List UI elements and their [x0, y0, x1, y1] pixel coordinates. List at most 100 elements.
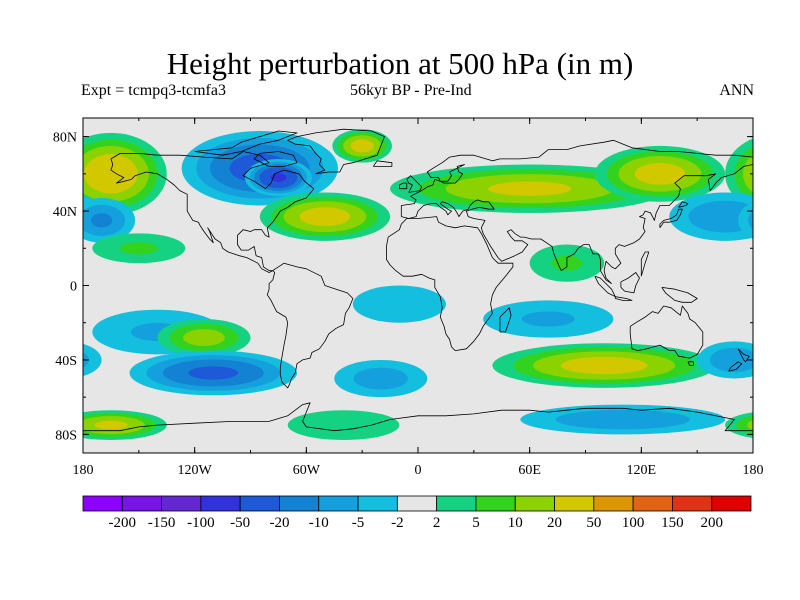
- colorbar-box: [593, 495, 634, 512]
- contour-fill: [560, 356, 648, 375]
- colorbar-box: [82, 495, 123, 512]
- x-tick-label: 0: [415, 463, 422, 478]
- colorbar-label: 200: [700, 515, 723, 531]
- colorbar-label: 2: [433, 515, 441, 531]
- colorbar-label: -100: [187, 515, 215, 531]
- contour-fill: [353, 367, 408, 390]
- colorbar-label: 10: [508, 515, 523, 531]
- coastline-9: [398, 182, 408, 190]
- x-tick-label: 60W: [293, 463, 321, 478]
- contour-fill: [94, 420, 128, 430]
- coastline-18: [629, 305, 704, 359]
- coastline-0: [110, 151, 315, 273]
- feature-9: [92, 233, 186, 264]
- contour-fill: [299, 207, 351, 227]
- contour-fill: [350, 139, 374, 153]
- colorbar-box: [121, 495, 162, 512]
- colorbar-label: -50: [230, 515, 250, 531]
- perturbation-field: [83, 118, 753, 453]
- colorbar-label: -10: [309, 515, 329, 531]
- feature-13: [352, 285, 446, 323]
- colorbar-label: 50: [586, 515, 601, 531]
- colorbar-label: -2: [391, 515, 404, 531]
- contour-fill: [709, 347, 753, 373]
- period-label: 56kyr BP - Pre-Ind: [350, 82, 472, 99]
- contour-fill: [488, 181, 572, 196]
- contour-fill: [555, 409, 690, 430]
- colorbar-label: -20: [269, 515, 289, 531]
- contour-fill: [188, 366, 239, 380]
- colorbar-box: [239, 495, 280, 512]
- feature-2: [244, 158, 312, 197]
- season-label: ANN: [719, 82, 754, 99]
- colorbar-label: -200: [109, 515, 137, 531]
- coastline-7: [400, 139, 753, 285]
- contour-fill: [352, 285, 446, 323]
- coastline-19: [687, 361, 694, 366]
- feature-17: [334, 359, 428, 398]
- y-tick-label: 80N: [53, 131, 77, 146]
- coastline-22: [83, 402, 753, 432]
- contour-fill: [287, 410, 400, 440]
- colorbar-label: 150: [661, 515, 684, 531]
- coastline-15: [614, 296, 633, 301]
- coastline-21: [728, 361, 743, 372]
- feature-19: [520, 404, 726, 435]
- coastline-12: [678, 201, 689, 208]
- colorbar-box: [475, 495, 516, 512]
- contour-fill: [688, 200, 753, 233]
- y-tick-label: 80S: [55, 428, 77, 443]
- y-tick-label: 40N: [53, 205, 77, 220]
- coastlines: [83, 128, 753, 432]
- colorbar-box: [200, 495, 241, 512]
- coastline-2: [194, 130, 298, 156]
- colorbar-box: [554, 495, 595, 512]
- coastline-16: [661, 287, 698, 303]
- axis-ticks: 80N 40N 0 40S 80S 180 120W 60W 0 60E 120E 180: [53, 118, 764, 478]
- colorbar-box: [279, 495, 320, 512]
- colorbar-box: [318, 495, 359, 512]
- feature-14: [483, 300, 614, 338]
- coastline-14: [620, 272, 640, 294]
- x-tick-label: 180: [73, 463, 94, 478]
- contour-fill: [736, 415, 753, 435]
- y-tick-label: 40S: [55, 354, 77, 369]
- feature-18: [83, 341, 753, 379]
- contour-fill: [521, 311, 575, 327]
- contour-fill: [83, 343, 102, 377]
- feature-4: [259, 192, 391, 241]
- contour-fill: [119, 242, 158, 255]
- contour-fill: [748, 210, 753, 230]
- contour-fill: [90, 213, 113, 228]
- coastline-1: [287, 128, 385, 175]
- coastline-10: [372, 160, 393, 167]
- feature-3: [332, 129, 392, 163]
- colorbar-label: 5: [472, 515, 480, 531]
- contour-fill: [84, 154, 138, 194]
- x-tick-label: 60E: [518, 463, 541, 478]
- coastline-11: [659, 208, 683, 229]
- experiment-label: Expt = tcmpq3-tcmfa3: [81, 82, 226, 99]
- feature-20: [83, 410, 753, 440]
- contour-fill: [270, 173, 287, 182]
- colorbar-box: [396, 495, 438, 512]
- coastline-4: [266, 262, 354, 389]
- colorbar-box: [161, 495, 202, 512]
- contour-fill: [747, 420, 753, 431]
- colorbar-box: [357, 495, 398, 512]
- colorbar-box: [436, 495, 477, 512]
- x-tick-label: 120W: [178, 463, 213, 478]
- colorbar-box: [672, 495, 713, 512]
- feature-16: [129, 350, 298, 396]
- colorbar-label: -150: [148, 515, 176, 531]
- colorbar-label: 20: [547, 515, 562, 531]
- contour-fill: [183, 329, 225, 346]
- map-title: Height perturbation at 500 hPa (in m): [166, 46, 634, 81]
- y-tick-label: 0: [70, 280, 77, 295]
- x-tick-label: 180: [743, 463, 764, 478]
- feature-21: [287, 410, 400, 440]
- colorbar-box: [514, 495, 555, 512]
- coastline-5: [385, 216, 514, 352]
- coastline-8: [406, 175, 423, 193]
- contour-fill: [742, 154, 753, 193]
